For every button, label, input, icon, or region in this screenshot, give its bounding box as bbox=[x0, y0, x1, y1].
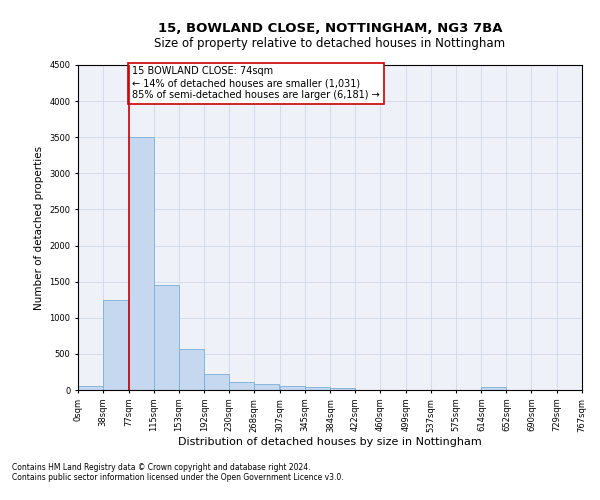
Text: 15 BOWLAND CLOSE: 74sqm
← 14% of detached houses are smaller (1,031)
85% of semi: 15 BOWLAND CLOSE: 74sqm ← 14% of detache… bbox=[132, 66, 380, 100]
Bar bbox=[481, 387, 506, 390]
Bar bbox=[154, 284, 179, 390]
Bar bbox=[128, 137, 154, 390]
Y-axis label: Number of detached properties: Number of detached properties bbox=[34, 146, 44, 310]
Bar bbox=[103, 300, 128, 390]
Bar bbox=[305, 387, 329, 390]
Text: Contains public sector information licensed under the Open Government Licence v3: Contains public sector information licen… bbox=[12, 474, 344, 482]
Bar bbox=[78, 386, 103, 390]
X-axis label: Distribution of detached houses by size in Nottingham: Distribution of detached houses by size … bbox=[178, 437, 482, 447]
Bar bbox=[204, 374, 229, 390]
Bar bbox=[179, 349, 203, 390]
Text: Contains HM Land Registry data © Crown copyright and database right 2024.: Contains HM Land Registry data © Crown c… bbox=[12, 464, 311, 472]
Text: Size of property relative to detached houses in Nottingham: Size of property relative to detached ho… bbox=[154, 38, 506, 51]
Bar bbox=[229, 382, 254, 390]
Bar bbox=[331, 388, 355, 390]
Text: 15, BOWLAND CLOSE, NOTTINGHAM, NG3 7BA: 15, BOWLAND CLOSE, NOTTINGHAM, NG3 7BA bbox=[158, 22, 502, 36]
Bar bbox=[280, 386, 305, 390]
Bar bbox=[254, 384, 279, 390]
